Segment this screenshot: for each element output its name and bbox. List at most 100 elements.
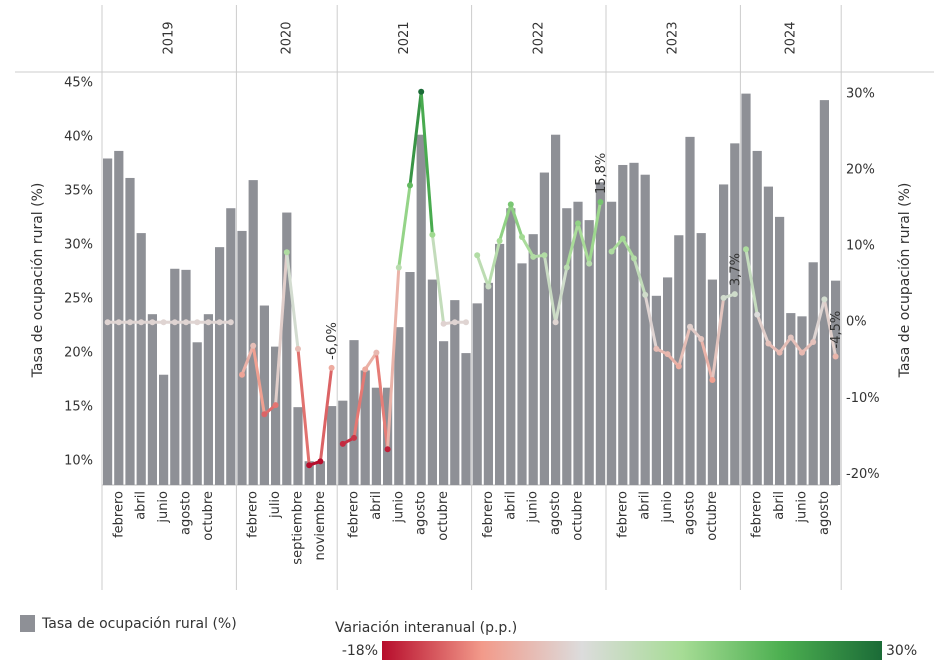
x-tick-label: agosto (179, 491, 194, 535)
bar (248, 180, 258, 486)
line-point (575, 220, 581, 227)
line-segment (251, 345, 266, 415)
bars (103, 93, 841, 486)
bar (819, 100, 829, 485)
bar (304, 461, 314, 485)
line-point (138, 319, 145, 326)
line-point (675, 363, 682, 370)
bar (271, 346, 281, 485)
line-segment (274, 252, 289, 406)
line-point (227, 319, 234, 326)
line-segment (352, 369, 367, 439)
bar (741, 93, 751, 485)
line-segment (498, 203, 513, 242)
x-tick-label: febrero (246, 491, 261, 538)
bar (618, 164, 628, 485)
line-point (160, 319, 167, 326)
x-tick-label: abril (369, 491, 384, 520)
line-point (720, 294, 727, 301)
line-point (183, 319, 189, 326)
year-label: 2019 (162, 21, 177, 54)
y-tick-label: 30% (64, 237, 93, 252)
bar (237, 230, 247, 485)
line-point (250, 342, 257, 349)
x-tick-label: junio (526, 491, 541, 524)
line-point (507, 201, 514, 208)
x-tick-label: febrero (615, 491, 630, 538)
line-point (709, 377, 716, 384)
bar (719, 184, 729, 485)
x-tick-label: junio (391, 491, 406, 524)
line-point (597, 199, 604, 206)
line-point (194, 319, 201, 326)
line-point (317, 458, 324, 465)
x-tick-label: abril (134, 491, 149, 520)
line-point (776, 349, 783, 356)
line-segment (710, 297, 726, 381)
bar (506, 208, 516, 485)
line-point (563, 264, 570, 271)
bar (327, 406, 337, 485)
bar (315, 461, 325, 485)
y2-tick-label: 10% (846, 239, 875, 254)
colorscale-title: Variación interanual (p.p.) (335, 620, 517, 636)
bar (360, 370, 370, 485)
bar (797, 316, 807, 485)
x-tick-label: agosto (548, 491, 563, 535)
bar (371, 387, 381, 485)
bar (405, 272, 415, 485)
line-point (642, 291, 649, 298)
bar (349, 340, 359, 485)
line-point (743, 246, 749, 253)
x-tick-label: febrero (750, 491, 765, 538)
line-segment (621, 237, 636, 260)
line-segment (318, 367, 334, 462)
line-point (295, 345, 301, 352)
line-point (485, 283, 492, 290)
line-point (631, 255, 637, 262)
line-point (283, 249, 290, 256)
bar (595, 182, 605, 486)
bar (674, 235, 684, 485)
legend-swatch (20, 615, 35, 632)
line-point (216, 319, 223, 326)
line-point (418, 88, 425, 95)
y2-axis-title: Tasa de ocupación rural (%) (897, 183, 913, 379)
y-tick-label: 15% (64, 400, 93, 415)
line-point (619, 235, 626, 242)
year-label: 2021 (397, 21, 412, 54)
line-point (530, 253, 537, 260)
line-point (653, 345, 660, 352)
bar (170, 268, 180, 485)
bar (461, 353, 471, 485)
x-tick-label: noviembre (313, 491, 328, 560)
line-segment (822, 299, 838, 357)
line-point (451, 319, 458, 326)
y2-tick-label: 20% (846, 163, 875, 178)
line-segment (789, 336, 804, 354)
line-segment (386, 267, 401, 450)
bar (573, 201, 583, 485)
y-tick-label: 45% (64, 75, 93, 90)
line-point (608, 248, 615, 255)
line-segment (755, 314, 770, 345)
line-segment (397, 185, 412, 268)
line-segment (643, 294, 658, 350)
line-point (440, 320, 447, 327)
bar (181, 269, 191, 485)
x-tick-label: julio (268, 491, 283, 519)
line-point (519, 234, 525, 241)
line-segment (632, 257, 647, 296)
x-tick-label: octubre (201, 491, 216, 541)
line-segment (240, 345, 255, 376)
x-tick-label: abril (772, 491, 787, 520)
line-segment (475, 254, 490, 287)
line-point (205, 319, 212, 326)
bar (584, 220, 594, 485)
line-point (799, 349, 805, 356)
bar (192, 342, 202, 485)
line-segment (374, 352, 390, 450)
bar (394, 327, 404, 485)
bar (651, 295, 661, 485)
data-label: -6,0% (325, 322, 340, 360)
